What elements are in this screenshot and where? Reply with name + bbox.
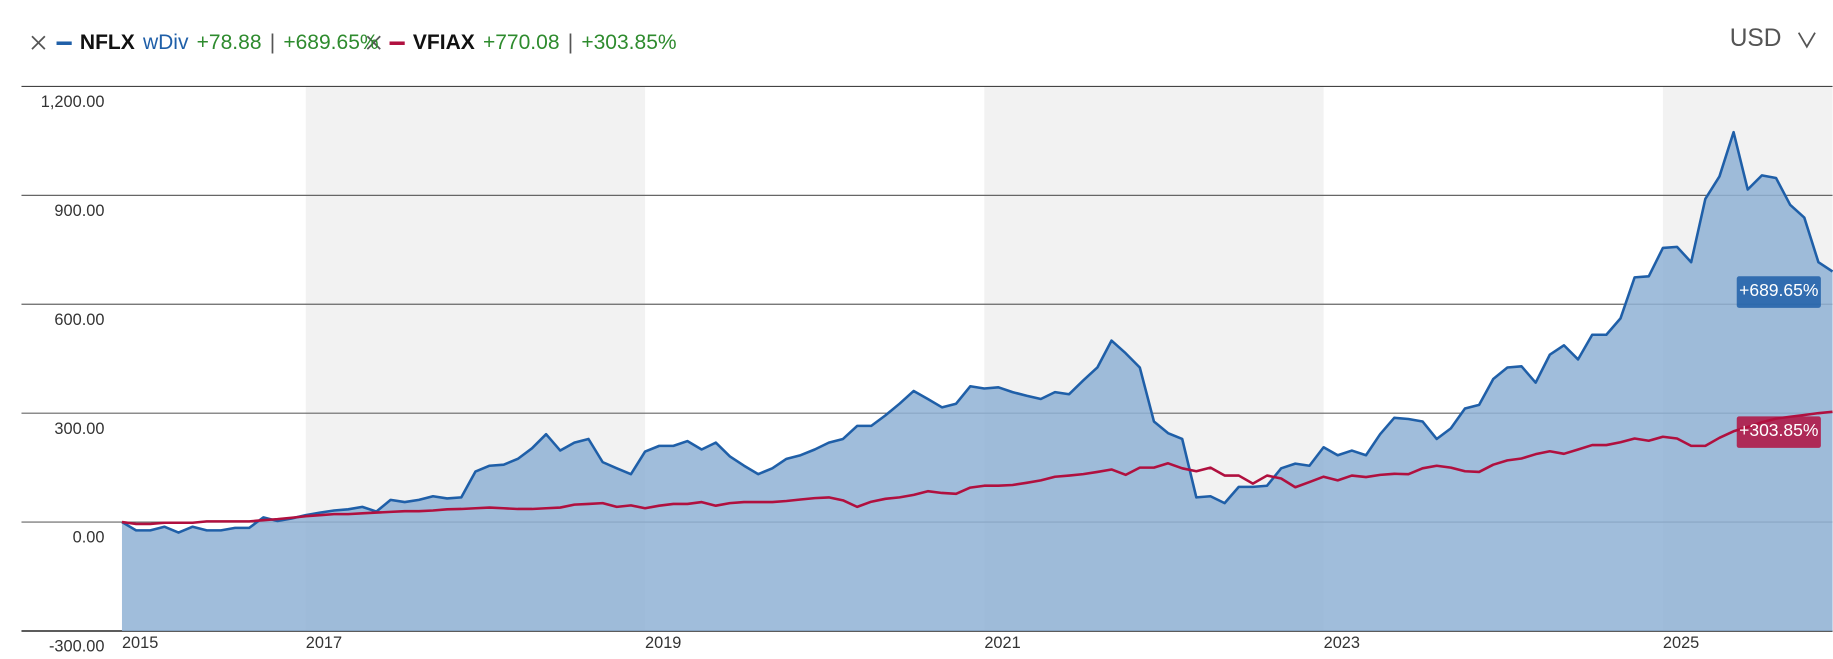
- legend-tag: wDiv: [142, 31, 189, 54]
- legend-name: NFLX: [80, 31, 135, 54]
- legend-return: +303.85%: [581, 31, 676, 54]
- plot: +689.65% +303.85%: [121, 130, 1833, 631]
- close-icon: [31, 35, 46, 50]
- legend-change: +78.88: [197, 31, 262, 54]
- x-tick-label: 2015: [122, 634, 158, 652]
- x-tick-label: 2023: [1324, 634, 1360, 652]
- y-tick-label: 900.00: [54, 202, 104, 220]
- close-icon: [366, 35, 381, 50]
- remove-nflx[interactable]: [31, 35, 46, 50]
- currency-select[interactable]: USD: [1730, 25, 1816, 52]
- x-tick-label: 2019: [645, 634, 681, 652]
- legend-return: +689.65%: [283, 31, 378, 54]
- legend-separator: |: [270, 31, 275, 54]
- currency: USD: [1730, 25, 1782, 52]
- area: [121, 132, 1833, 631]
- line: [121, 130, 1833, 534]
- y-tick-label: 1,200.00: [41, 93, 105, 111]
- end-label: +303.85%: [1739, 420, 1818, 440]
- x-tick-label: 2017: [306, 634, 342, 652]
- end-label: +689.65%: [1739, 280, 1818, 300]
- y-tick-label: 600.00: [54, 311, 104, 329]
- end-label-box: [1736, 416, 1821, 448]
- y-tick-label: 300.00: [54, 420, 104, 438]
- x-tick-label: 2021: [984, 634, 1020, 652]
- y-tick-label: 0.00: [73, 529, 105, 547]
- legend-separator: |: [568, 31, 573, 54]
- legend-change: +770.08: [483, 31, 560, 54]
- chevron: [1797, 32, 1816, 49]
- legend-name: VFIAX: [413, 31, 475, 54]
- end-label-box: [1736, 276, 1821, 308]
- x-tick-label: 2025: [1663, 634, 1699, 652]
- remove-vfiax[interactable]: [366, 35, 381, 50]
- line: [121, 410, 1833, 526]
- y-tick-label: -300.00: [49, 638, 104, 656]
- legend: NFLX wDiv +78.88 | +689.65% VFIAX +770.08 | +303…: [31, 31, 677, 54]
